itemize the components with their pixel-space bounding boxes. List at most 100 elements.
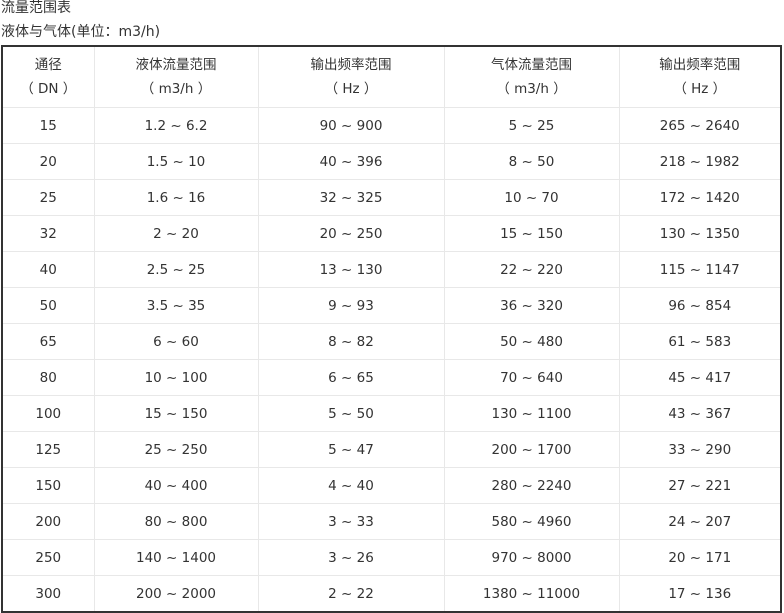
cell-liquid-flow-range: 25 ~ 250: [93, 431, 259, 468]
table-row: 200 80 ~ 800 3 ~ 33 580 ~ 4960 24 ~ 207: [1, 503, 782, 540]
table-row: 80 10 ~ 100 6 ~ 65 70 ~ 640 45 ~ 417: [1, 359, 782, 396]
header-row: 通径 （ DN ） 液体流量范围 （ m3/h ） 输出频率范围 （ Hz ） 气体流量范围…: [1, 45, 782, 108]
header-line2: （ m3/h ）: [496, 81, 567, 97]
header-line1: 液体流量范围: [135, 57, 217, 73]
cell-nominal-diameter: 50: [1, 287, 95, 324]
cell-gas-frequency-range: 20 ~ 171: [618, 539, 782, 576]
header-line1: 输出频率范围: [659, 57, 741, 73]
cell-gas-frequency-range: 24 ~ 207: [618, 503, 782, 540]
cell-liquid-flow-range: 1.5 ~ 10: [93, 143, 259, 180]
cell-gas-frequency-range: 265 ~ 2640: [618, 107, 782, 144]
cell-nominal-diameter: 150: [1, 467, 95, 504]
cell-gas-frequency-range: 130 ~ 1350: [618, 215, 782, 252]
cell-nominal-diameter: 65: [1, 323, 95, 360]
table-row: 300 200 ~ 2000 2 ~ 22 1380 ~ 11000 17 ~ 136: [1, 575, 782, 613]
header-line1: 输出频率范围: [310, 57, 392, 73]
cell-gas-flow-range: 580 ~ 4960: [443, 503, 620, 540]
cell-liquid-frequency-range: 3 ~ 26: [257, 539, 445, 576]
cell-gas-frequency-range: 218 ~ 1982: [618, 143, 782, 180]
table-row: 40 2.5 ~ 25 13 ~ 130 22 ~ 220 115 ~ 1147: [1, 251, 782, 288]
cell-liquid-frequency-range: 40 ~ 396: [257, 143, 445, 180]
cell-liquid-frequency-range: 13 ~ 130: [257, 251, 445, 288]
cell-gas-flow-range: 15 ~ 150: [443, 215, 620, 252]
header-line2: （ DN ）: [20, 81, 77, 97]
cell-nominal-diameter: 15: [1, 107, 95, 144]
cell-liquid-flow-range: 140 ~ 1400: [93, 539, 259, 576]
table-row: 50 3.5 ~ 35 9 ~ 93 36 ~ 320 96 ~ 854: [1, 287, 782, 324]
header-nominal-diameter: 通径 （ DN ）: [1, 45, 95, 108]
cell-gas-frequency-range: 115 ~ 1147: [618, 251, 782, 288]
cell-liquid-flow-range: 10 ~ 100: [93, 359, 259, 396]
cell-nominal-diameter: 20: [1, 143, 95, 180]
cell-nominal-diameter: 40: [1, 251, 95, 288]
cell-liquid-frequency-range: 9 ~ 93: [257, 287, 445, 324]
table-row: 250 140 ~ 1400 3 ~ 26 970 ~ 8000 20 ~ 171: [1, 539, 782, 576]
flow-range-table: 通径 （ DN ） 液体流量范围 （ m3/h ） 输出频率范围 （ Hz ） 气体流量范围…: [1, 45, 782, 613]
table-row: 25 1.6 ~ 16 32 ~ 325 10 ~ 70 172 ~ 1420: [1, 179, 782, 216]
cell-liquid-flow-range: 15 ~ 150: [93, 395, 259, 432]
cell-nominal-diameter: 80: [1, 359, 95, 396]
table-row: 15 1.2 ~ 6.2 90 ~ 900 5 ~ 25 265 ~ 2640: [1, 107, 782, 144]
table-row: 20 1.5 ~ 10 40 ~ 396 8 ~ 50 218 ~ 1982: [1, 143, 782, 180]
cell-gas-frequency-range: 172 ~ 1420: [618, 179, 782, 216]
header-line1: 通径: [34, 57, 62, 73]
cell-gas-flow-range: 10 ~ 70: [443, 179, 620, 216]
cell-liquid-flow-range: 2.5 ~ 25: [93, 251, 259, 288]
header-gas-flow-range: 气体流量范围 （ m3/h ）: [443, 45, 620, 108]
cell-liquid-flow-range: 40 ~ 400: [93, 467, 259, 504]
cell-liquid-flow-range: 200 ~ 2000: [93, 575, 259, 613]
cell-liquid-frequency-range: 3 ~ 33: [257, 503, 445, 540]
header-line1: 气体流量范围: [491, 57, 572, 73]
header-line2: （ Hz ）: [324, 81, 378, 97]
table-caption: 液体与气体(单位：m3/h): [1, 24, 161, 40]
cell-nominal-diameter: 300: [1, 575, 95, 613]
cell-liquid-frequency-range: 5 ~ 47: [257, 431, 445, 468]
header-gas-frequency-range: 输出频率范围 （ Hz ）: [618, 45, 782, 108]
cell-gas-frequency-range: 43 ~ 367: [618, 395, 782, 432]
cell-gas-flow-range: 1380 ~ 11000: [443, 575, 620, 613]
cell-liquid-frequency-range: 5 ~ 50: [257, 395, 445, 432]
cell-liquid-frequency-range: 8 ~ 82: [257, 323, 445, 360]
cell-gas-frequency-range: 96 ~ 854: [618, 287, 782, 324]
cell-gas-frequency-range: 33 ~ 290: [618, 431, 782, 468]
cell-gas-frequency-range: 61 ~ 583: [618, 323, 782, 360]
cell-gas-flow-range: 130 ~ 1100: [443, 395, 620, 432]
cell-gas-flow-range: 50 ~ 480: [443, 323, 620, 360]
table-row: 100 15 ~ 150 5 ~ 50 130 ~ 1100 43 ~ 367: [1, 395, 782, 432]
cell-liquid-frequency-range: 90 ~ 900: [257, 107, 445, 144]
cell-liquid-flow-range: 6 ~ 60: [93, 323, 259, 360]
cell-liquid-flow-range: 1.6 ~ 16: [93, 179, 259, 216]
header-liquid-frequency-range: 输出频率范围 （ Hz ）: [257, 45, 445, 108]
table-row: 125 25 ~ 250 5 ~ 47 200 ~ 1700 33 ~ 290: [1, 431, 782, 468]
cell-liquid-frequency-range: 4 ~ 40: [257, 467, 445, 504]
cell-gas-flow-range: 22 ~ 220: [443, 251, 620, 288]
cell-gas-flow-range: 280 ~ 2240: [443, 467, 620, 504]
header-liquid-flow-range: 液体流量范围 （ m3/h ）: [93, 45, 259, 108]
cell-nominal-diameter: 200: [1, 503, 95, 540]
table-row: 65 6 ~ 60 8 ~ 82 50 ~ 480 61 ~ 583: [1, 323, 782, 360]
table-row: 150 40 ~ 400 4 ~ 40 280 ~ 2240 27 ~ 221: [1, 467, 782, 504]
page-title: 流量范围表: [1, 0, 71, 16]
header-line2: （ m3/h ）: [140, 81, 212, 97]
cell-liquid-flow-range: 80 ~ 800: [93, 503, 259, 540]
cell-liquid-flow-range: 1.2 ~ 6.2: [93, 107, 259, 144]
cell-gas-frequency-range: 45 ~ 417: [618, 359, 782, 396]
cell-nominal-diameter: 25: [1, 179, 95, 216]
cell-gas-flow-range: 5 ~ 25: [443, 107, 620, 144]
cell-gas-flow-range: 36 ~ 320: [443, 287, 620, 324]
cell-nominal-diameter: 32: [1, 215, 95, 252]
cell-nominal-diameter: 250: [1, 539, 95, 576]
cell-liquid-frequency-range: 2 ~ 22: [257, 575, 445, 613]
cell-gas-flow-range: 200 ~ 1700: [443, 431, 620, 468]
cell-liquid-frequency-range: 20 ~ 250: [257, 215, 445, 252]
cell-liquid-frequency-range: 32 ~ 325: [257, 179, 445, 216]
cell-gas-flow-range: 970 ~ 8000: [443, 539, 620, 576]
cell-liquid-flow-range: 3.5 ~ 35: [93, 287, 259, 324]
table-row: 32 2 ~ 20 20 ~ 250 15 ~ 150 130 ~ 1350: [1, 215, 782, 252]
cell-gas-frequency-range: 17 ~ 136: [618, 575, 782, 613]
cell-gas-flow-range: 8 ~ 50: [443, 143, 620, 180]
cell-liquid-frequency-range: 6 ~ 65: [257, 359, 445, 396]
header-line2: （ Hz ）: [673, 81, 727, 97]
cell-gas-flow-range: 70 ~ 640: [443, 359, 620, 396]
cell-liquid-flow-range: 2 ~ 20: [93, 215, 259, 252]
